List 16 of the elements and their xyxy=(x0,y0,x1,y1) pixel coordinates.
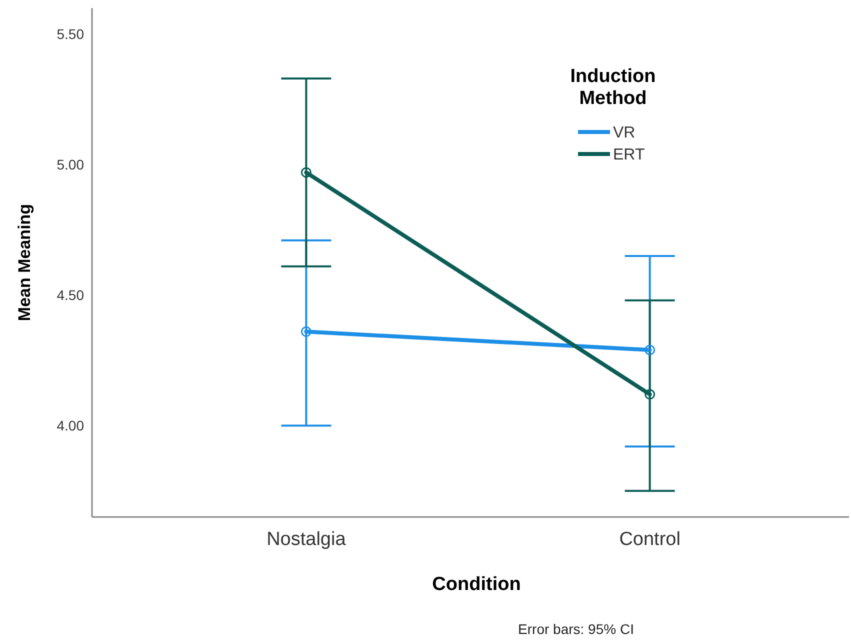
text: Error bars: 95% CI xyxy=(518,621,634,637)
legend-title: Induction Method xyxy=(570,66,656,109)
legend-label: VR xyxy=(613,124,636,142)
legend-label: ERT xyxy=(613,146,645,164)
x-tick-label: Control xyxy=(619,529,680,550)
point xyxy=(300,167,312,178)
y-tick-label: 5.00 xyxy=(56,156,84,173)
point xyxy=(300,326,312,337)
y-tick-label: 4.00 xyxy=(56,418,84,434)
x-axis-title: Condition xyxy=(432,574,521,595)
y-tick-label: 4.50 xyxy=(56,287,84,304)
point xyxy=(644,389,656,400)
point xyxy=(644,344,656,356)
y-tick-label: 5.50 xyxy=(56,26,84,42)
x-tick-label: Nostalgia xyxy=(266,529,346,550)
y-axis-title: Mean Meaning xyxy=(15,204,34,322)
